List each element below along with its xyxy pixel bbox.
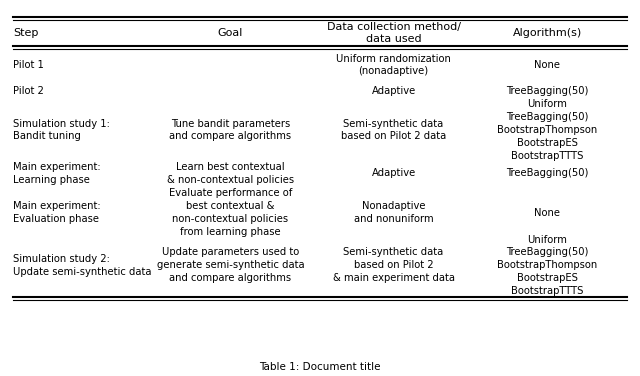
Text: Data collection method/
data used: Data collection method/ data used: [326, 22, 461, 44]
Text: None: None: [534, 60, 560, 70]
Text: Simulation study 1:
Bandit tuning: Simulation study 1: Bandit tuning: [13, 118, 109, 141]
Text: Simulation study 2:
Update semi-synthetic data: Simulation study 2: Update semi-syntheti…: [13, 254, 151, 277]
Text: Uniform
TreeBagging(50)
BootstrapThompson
BootstrapES
BootstrapTTTS: Uniform TreeBagging(50) BootstrapThompso…: [497, 99, 597, 161]
Text: Update parameters used to
generate semi-synthetic data
and compare algorithms: Update parameters used to generate semi-…: [157, 247, 304, 283]
Text: Semi-synthetic data
based on Pilot 2 data: Semi-synthetic data based on Pilot 2 dat…: [341, 118, 446, 141]
Text: Goal: Goal: [218, 28, 243, 38]
Text: Uniform randomization
(nonadaptive): Uniform randomization (nonadaptive): [336, 54, 451, 76]
Text: TreeBagging(50): TreeBagging(50): [506, 168, 588, 178]
Text: Main experiment:
Evaluation phase: Main experiment: Evaluation phase: [13, 201, 100, 224]
Text: Evaluate performance of
best contextual &
non-contextual policies
from learning : Evaluate performance of best contextual …: [169, 188, 292, 237]
Text: TreeBagging(50): TreeBagging(50): [506, 86, 588, 96]
Text: Step: Step: [13, 28, 38, 38]
Text: Uniform
TreeBagging(50)
BootstrapThompson
BootstrapES
BootstrapTTTS: Uniform TreeBagging(50) BootstrapThompso…: [497, 235, 597, 296]
Text: Nonadaptive
and nonuniform: Nonadaptive and nonuniform: [354, 201, 433, 224]
Text: Pilot 1: Pilot 1: [13, 60, 44, 70]
Text: None: None: [534, 208, 560, 218]
Text: Adaptive: Adaptive: [371, 86, 416, 96]
Text: Adaptive: Adaptive: [371, 168, 416, 178]
Text: Tune bandit parameters
and compare algorithms: Tune bandit parameters and compare algor…: [170, 118, 291, 141]
Text: Learn best contextual
& non-contextual policies: Learn best contextual & non-contextual p…: [167, 162, 294, 185]
Text: Algorithm(s): Algorithm(s): [513, 28, 582, 38]
Text: Table 1: Document title: Table 1: Document title: [259, 362, 381, 372]
Text: Pilot 2: Pilot 2: [13, 86, 44, 96]
Text: Semi-synthetic data
based on Pilot 2
& main experiment data: Semi-synthetic data based on Pilot 2 & m…: [333, 247, 454, 283]
Text: Main experiment:
Learning phase: Main experiment: Learning phase: [13, 162, 100, 185]
